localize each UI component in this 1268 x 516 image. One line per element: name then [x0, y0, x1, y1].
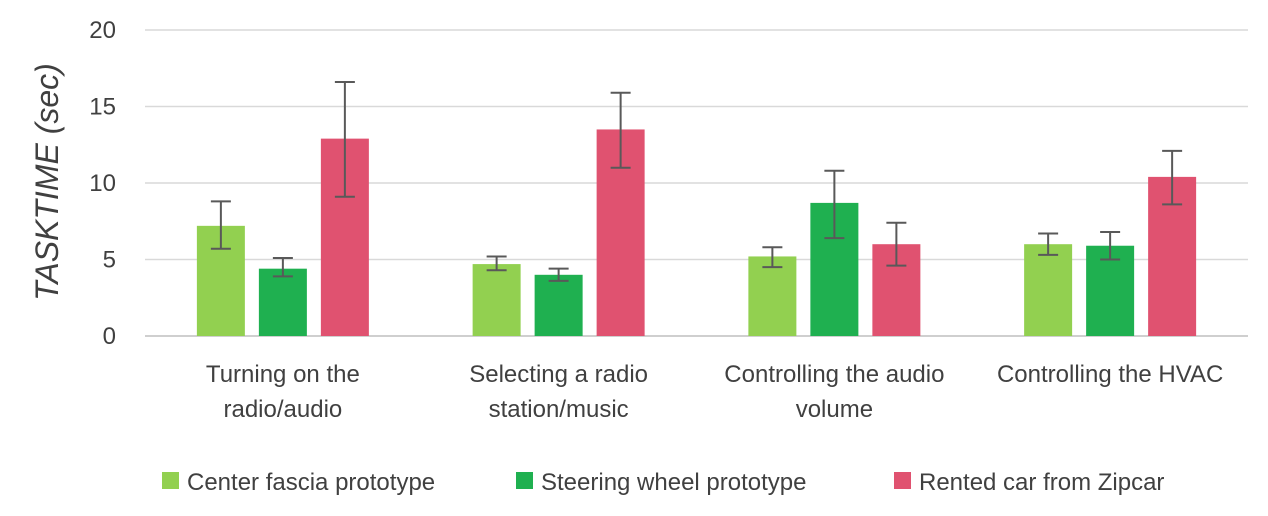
- bar: [258, 268, 307, 336]
- x-category-label: radio/audio: [223, 396, 342, 423]
- bar: [472, 264, 521, 336]
- gridlines: [145, 29, 1248, 337]
- legend-swatch: [894, 472, 911, 489]
- x-axis-categories: Turning on the radio/audio Selecting a rad…: [206, 361, 1223, 423]
- bar: [1024, 244, 1073, 336]
- bar: [534, 274, 583, 336]
- legend: Center fascia prototype Steering wheel pr…: [162, 469, 1164, 496]
- bars: [196, 129, 1197, 336]
- x-category-label: Turning on the: [206, 361, 360, 388]
- error-bars: [210, 81, 1183, 282]
- x-category-label: Controlling the HVAC: [997, 361, 1223, 388]
- y-tick-label: 15: [89, 94, 116, 121]
- y-axis-label: TASKTIME (sec): [29, 63, 65, 301]
- legend-label: Rented car from Zipcar: [919, 469, 1164, 496]
- bar: [1086, 245, 1135, 336]
- y-tick-label: 0: [103, 323, 116, 350]
- y-tick-label: 10: [89, 170, 116, 197]
- x-category-label: Controlling the audio: [724, 361, 944, 388]
- bar: [748, 256, 797, 336]
- x-category-label: station/music: [489, 396, 629, 423]
- legend-label: Steering wheel prototype: [541, 469, 807, 496]
- y-tick-label: 5: [103, 247, 116, 274]
- legend-label: Center fascia prototype: [187, 469, 435, 496]
- legend-swatch: [162, 472, 179, 489]
- y-axis-ticks: 0 5 10 15 20: [89, 17, 116, 350]
- legend-swatch: [516, 472, 533, 489]
- x-category-label: volume: [796, 396, 873, 423]
- y-tick-label: 20: [89, 17, 116, 44]
- x-category-label: Selecting a radio: [469, 361, 648, 388]
